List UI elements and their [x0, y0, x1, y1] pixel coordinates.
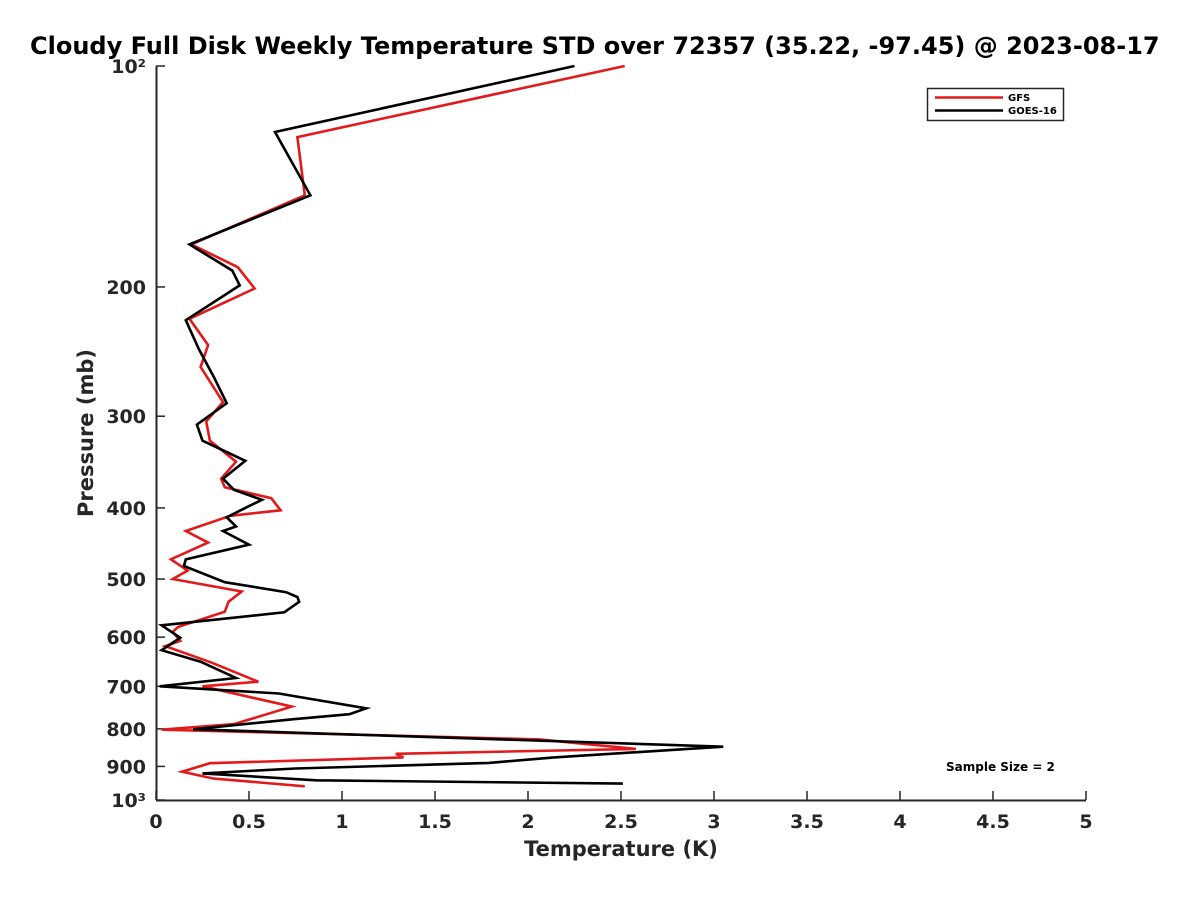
chart-title: Cloudy Full Disk Weekly Temperature STD …: [30, 32, 1160, 60]
y-tick-label: 300: [106, 406, 146, 428]
x-tick-label: 4.5: [976, 811, 1010, 833]
y-tick-label: 900: [106, 756, 146, 778]
x-tick-label: 0.5: [232, 811, 266, 833]
x-tick-label: 4: [893, 811, 906, 833]
y-tick-label: 10²: [111, 56, 146, 78]
x-ticks: 0 0.5 1 1.5 2 2.5 3 3.5 4 4.5 5: [149, 791, 1093, 833]
series-line-goes16: [157, 64, 724, 785]
legend-label-goes16: GOES-16: [1008, 106, 1057, 117]
x-tick-label: 1: [335, 811, 348, 833]
y-axis-label: Pressure (mb): [74, 349, 98, 517]
x-tick-label: 3.5: [790, 811, 824, 833]
x-tick-label: 5: [1079, 811, 1092, 833]
y-tick-label: 500: [106, 569, 146, 591]
y-tick-label: 700: [106, 676, 146, 698]
y-tick-label: 10³: [111, 790, 146, 812]
x-tick-label: 0: [149, 811, 162, 833]
sample-size-annotation: Sample Size = 2: [946, 760, 1055, 774]
legend-label-gfs: GFS: [1008, 93, 1030, 104]
legend-box: [926, 87, 1065, 122]
x-tick-label: 2.5: [604, 811, 638, 833]
x-tick-label: 2: [521, 811, 534, 833]
series-layer: [157, 64, 724, 788]
x-axis-label: Temperature (K): [524, 837, 718, 861]
x-tick-label: 1.5: [418, 811, 452, 833]
legend: GFS GOES-16: [926, 87, 1065, 122]
y-tick-label: 200: [106, 277, 146, 299]
y-ticks: 10² 200 300 400 500 600 700 800 900 10³: [106, 56, 165, 812]
axes: [155, 66, 1086, 802]
x-tick-label: 3: [707, 811, 720, 833]
y-tick-label: 400: [106, 498, 146, 520]
y-tick-label: 600: [106, 627, 146, 649]
y-tick-label: 800: [106, 719, 146, 741]
